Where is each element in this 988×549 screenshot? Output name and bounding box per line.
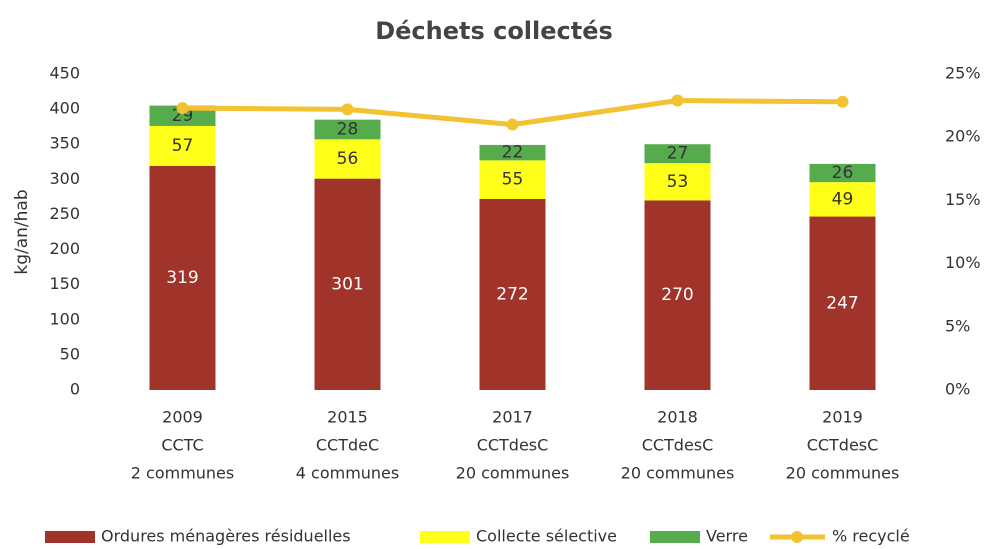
legend-label: Ordures ménagères résiduelles (101, 527, 351, 546)
legend-swatch (45, 531, 95, 543)
y-axis-label: kg/an/hab (12, 189, 32, 274)
y2-tick-label: 0% (945, 380, 970, 399)
x-tick-label: 2009 (162, 408, 203, 427)
data-label: 53 (667, 172, 689, 192)
legend-label: Verre (706, 527, 748, 546)
line-marker (176, 102, 189, 115)
data-label: 55 (502, 170, 524, 190)
legend-swatch (791, 531, 803, 543)
y-tick-label: 50 (60, 344, 80, 363)
x-tick-label: CCTdesC (477, 436, 549, 455)
y-tick-label: 250 (49, 204, 80, 223)
data-label: 22 (502, 143, 524, 163)
bar-segment (644, 144, 711, 164)
bar-segment (314, 139, 381, 179)
data-label: 26 (832, 163, 854, 183)
bar-segment (149, 165, 216, 390)
data-label: 28 (337, 119, 359, 139)
x-tick-label: CCTC (161, 436, 203, 455)
x-tick-label: CCTdesC (642, 436, 714, 455)
chart-title: Déchets collectés (375, 17, 613, 45)
bar-segment (479, 144, 546, 161)
bar-segment (479, 160, 546, 199)
bar-segment (314, 119, 381, 140)
bar-segment (809, 163, 876, 183)
data-label: 29 (172, 106, 194, 126)
y2-tick-label: 5% (945, 316, 970, 335)
bar-segment (314, 178, 381, 390)
data-label: 272 (496, 284, 528, 304)
x-tick-label: 2017 (492, 408, 533, 427)
data-label: 57 (172, 136, 194, 156)
data-label: 56 (337, 149, 359, 169)
bar-segment (149, 125, 216, 166)
x-tick-label: 20 communes (456, 464, 570, 483)
x-tick-label: 20 communes (621, 464, 735, 483)
data-label: 49 (832, 189, 854, 209)
bar-segment (809, 182, 876, 217)
bar-segment (644, 200, 711, 390)
y-tick-label: 100 (49, 309, 80, 328)
data-label: 270 (661, 285, 693, 305)
y-tick-label: 300 (49, 169, 80, 188)
x-tick-label: CCTdeC (316, 436, 379, 455)
x-tick-label: 2015 (327, 408, 368, 427)
bar-segment (809, 216, 876, 390)
y2-tick-label: 25% (945, 64, 981, 83)
x-tick-label: 2019 (822, 408, 863, 427)
line-marker (671, 94, 684, 107)
legend-label: % recyclé (832, 527, 910, 546)
line-marker (506, 118, 519, 131)
legend-swatch (650, 531, 700, 543)
x-tick-label: 20 communes (786, 464, 900, 483)
data-label: 27 (667, 144, 689, 164)
y-tick-label: 200 (49, 239, 80, 258)
line-marker (836, 95, 849, 108)
y2-tick-label: 15% (945, 190, 981, 209)
y2-tick-label: 20% (945, 127, 981, 146)
y2-tick-label: 10% (945, 253, 981, 272)
data-label: 247 (826, 293, 858, 313)
bar-segment (644, 163, 711, 201)
data-label: 319 (166, 268, 198, 288)
x-tick-label: 2018 (657, 408, 698, 427)
data-label: 301 (331, 274, 363, 294)
y-tick-label: 400 (49, 99, 80, 118)
y-tick-label: 450 (49, 64, 80, 83)
bar-segment (479, 198, 546, 390)
x-tick-label: 4 communes (296, 464, 399, 483)
x-tick-label: 2 communes (131, 464, 234, 483)
y-tick-label: 0 (70, 380, 80, 399)
legend-label: Collecte sélective (476, 527, 617, 546)
line-marker (341, 103, 354, 116)
y-tick-label: 350 (49, 134, 80, 153)
legend-swatch (420, 531, 470, 543)
x-tick-label: CCTdesC (807, 436, 879, 455)
y-tick-label: 150 (49, 274, 80, 293)
